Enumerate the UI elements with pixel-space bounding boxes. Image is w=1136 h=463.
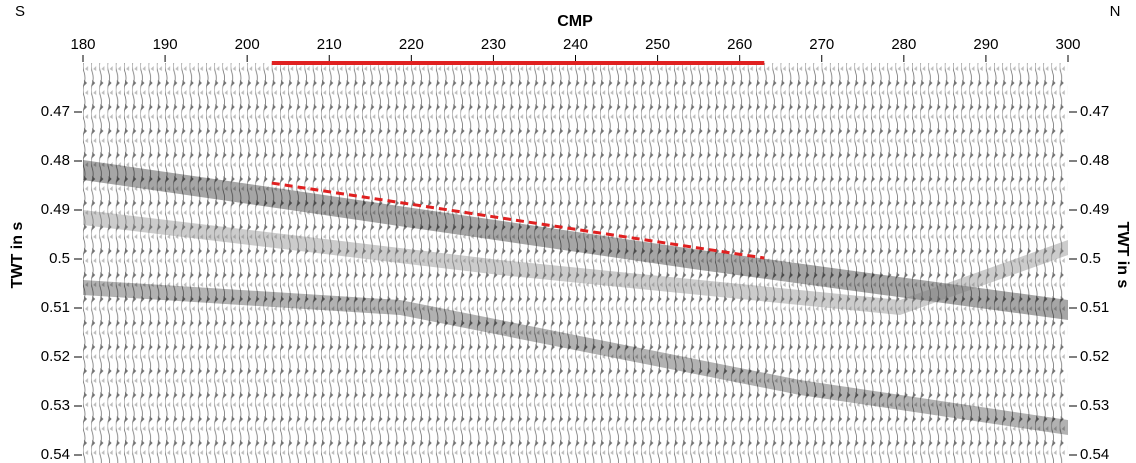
y-axis-title: TWT in s	[9, 222, 26, 289]
y-tick-label: 0.53	[41, 397, 70, 414]
seismic-traces	[83, 63, 1068, 463]
x-tick-label: 270	[809, 36, 834, 53]
x-tick-label: 290	[973, 36, 998, 53]
y2-tick-label: 0.5	[1080, 250, 1101, 267]
y2-tick-label: 0.47	[1080, 103, 1109, 120]
x-tick-label: 280	[891, 36, 916, 53]
y2-tick-label: 0.49	[1080, 201, 1109, 218]
y2-tick-label: 0.51	[1080, 299, 1109, 316]
y2-tick-label: 0.48	[1080, 152, 1109, 169]
side-label: S	[15, 3, 25, 20]
x-tick-label: 200	[235, 36, 260, 53]
x-tick-label: 220	[399, 36, 424, 53]
x-tick-label: 300	[1055, 36, 1080, 53]
x-tick-label: 250	[645, 36, 670, 53]
y-tick-label: 0.51	[41, 299, 70, 316]
y2-tick-label: 0.54	[1080, 446, 1109, 463]
annotation-line	[271, 181, 765, 260]
x-tick-label: 190	[153, 36, 178, 53]
y2-tick-label: 0.52	[1080, 348, 1109, 365]
y2-tick-label: 0.53	[1080, 397, 1109, 414]
y-tick-label: 0.49	[41, 201, 70, 218]
reflector-band	[83, 280, 1068, 435]
x-tick-label: 260	[727, 36, 752, 53]
reflector-band	[83, 160, 1068, 320]
y-tick-label: 0.48	[41, 152, 70, 169]
x-axis-title: CMP	[557, 13, 593, 30]
y-tick-label: 0.47	[41, 103, 70, 120]
y-tick-label: 0.54	[41, 446, 70, 463]
x-tick-label: 230	[481, 36, 506, 53]
x-tick-label: 180	[70, 36, 95, 53]
y-tick-label: 0.52	[41, 348, 70, 365]
y-tick-label: 0.5	[49, 250, 70, 267]
x-tick-label: 240	[563, 36, 588, 53]
side-label: N	[1110, 3, 1121, 20]
y2-axis-title: TWT in s	[1114, 222, 1131, 289]
x-tick-label: 210	[317, 36, 342, 53]
